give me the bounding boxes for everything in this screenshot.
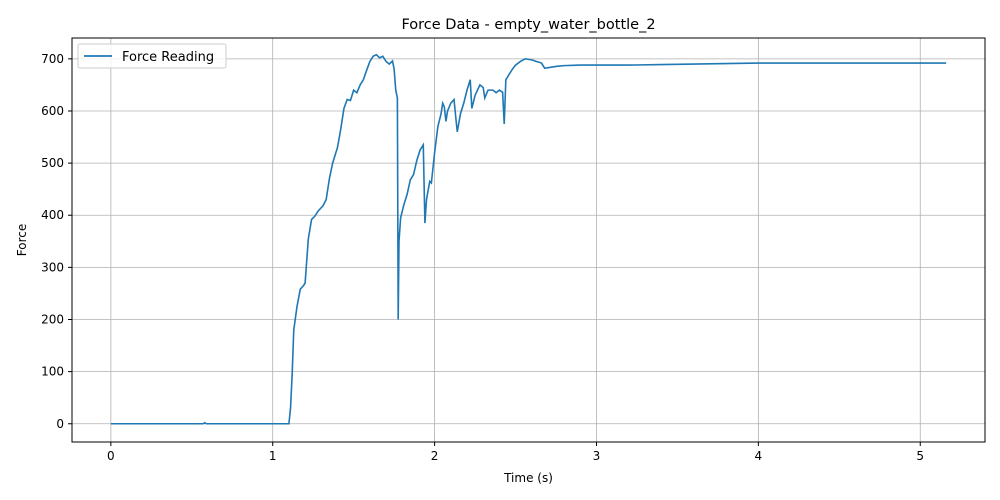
y-axis: 0 100 200 300 400 500 600 700 [41, 52, 72, 431]
x-tick-label: 1 [269, 449, 277, 463]
y-tick-label: 100 [41, 365, 64, 379]
chart-title: Force Data - empty_water_bottle_2 [401, 17, 655, 33]
y-tick-label: 500 [41, 156, 64, 170]
x-axis-label: Time (s) [503, 471, 553, 485]
y-tick-label: 700 [41, 52, 64, 66]
x-tick-label: 3 [593, 449, 601, 463]
y-tick-label: 300 [41, 260, 64, 274]
legend-box [77, 43, 227, 69]
x-tick-label: 2 [431, 449, 439, 463]
legend: Force Reading [77, 43, 227, 69]
x-tick-label: 0 [107, 449, 115, 463]
y-tick-label: 400 [41, 208, 64, 222]
y-tick-label: 200 [41, 312, 64, 326]
x-tick-label: 5 [916, 449, 924, 463]
x-axis: 0 1 2 3 4 5 [107, 442, 924, 463]
y-axis-label: Force [15, 224, 29, 256]
legend-label: Force Reading [122, 50, 214, 65]
x-tick-label: 4 [755, 449, 763, 463]
plot-frame [71, 37, 986, 443]
y-tick-label: 0 [56, 417, 64, 431]
y-tick-label: 600 [41, 104, 64, 118]
force-reading-line [110, 53, 947, 425]
grid [72, 38, 985, 442]
